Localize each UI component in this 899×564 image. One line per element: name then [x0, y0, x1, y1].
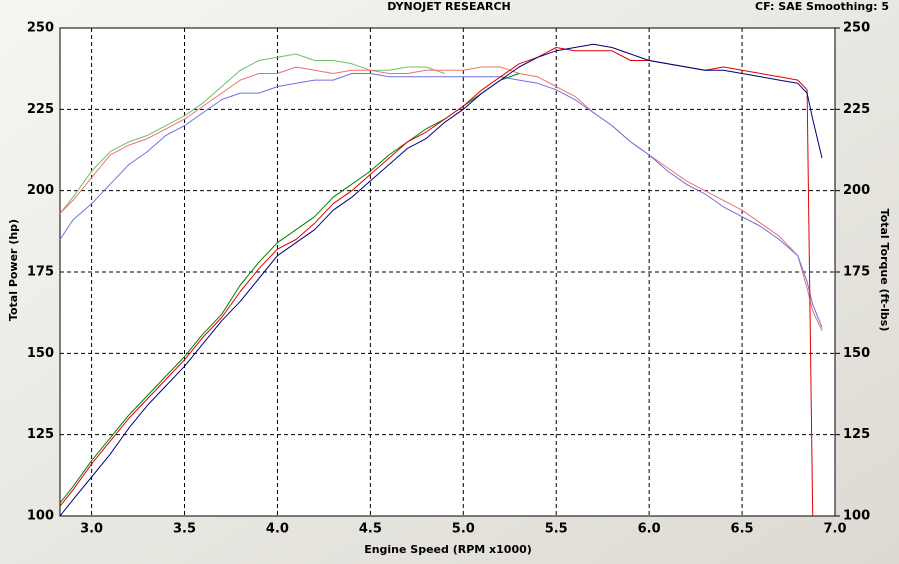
series-line: [59, 53, 445, 214]
chart-title: DYNOJET RESEARCH: [387, 0, 510, 13]
x-tick-label: 4.5: [359, 522, 382, 537]
subtitle: CF: SAE Smoothing: 5: [755, 0, 889, 13]
x-tick-label: 3.5: [173, 522, 196, 537]
y-tick-label: 175: [27, 265, 54, 280]
x-tick-label: 7.0: [823, 522, 846, 537]
y-tick-label: 200: [27, 183, 54, 198]
y-tick-label: 100: [27, 509, 54, 524]
series-line: [59, 73, 823, 328]
y2-tick-label: 175: [843, 265, 870, 280]
y2-tick-label: 200: [843, 183, 870, 198]
x-tick-label: 3.0: [80, 522, 103, 537]
x-tick-label: 6.5: [731, 522, 754, 537]
y2-tick-label: 100: [843, 509, 870, 524]
y-tick-label: 225: [27, 102, 54, 117]
y2-tick-label: 150: [843, 346, 870, 361]
y-tick-label: 125: [27, 427, 54, 442]
y2-tick-label: 125: [843, 427, 870, 442]
y-tick-label: 150: [27, 346, 54, 361]
y2-tick-label: 225: [843, 102, 870, 117]
series-line: [59, 43, 823, 517]
y2-tick-label: 250: [843, 21, 870, 36]
x-tick-label: 6.0: [638, 522, 661, 537]
x-tick-label: 5.0: [452, 522, 475, 537]
x-tick-label: 5.5: [545, 522, 568, 537]
y2-axis-label: Total Torque (ft-lbs): [878, 209, 891, 332]
x-tick-label: 4.0: [266, 522, 289, 537]
y-tick-label: 250: [27, 21, 54, 36]
x-axis-label: Engine Speed (RPM x1000): [364, 543, 532, 556]
series-line: [59, 66, 823, 331]
y-axis-label: Total Power (hp): [7, 219, 20, 321]
